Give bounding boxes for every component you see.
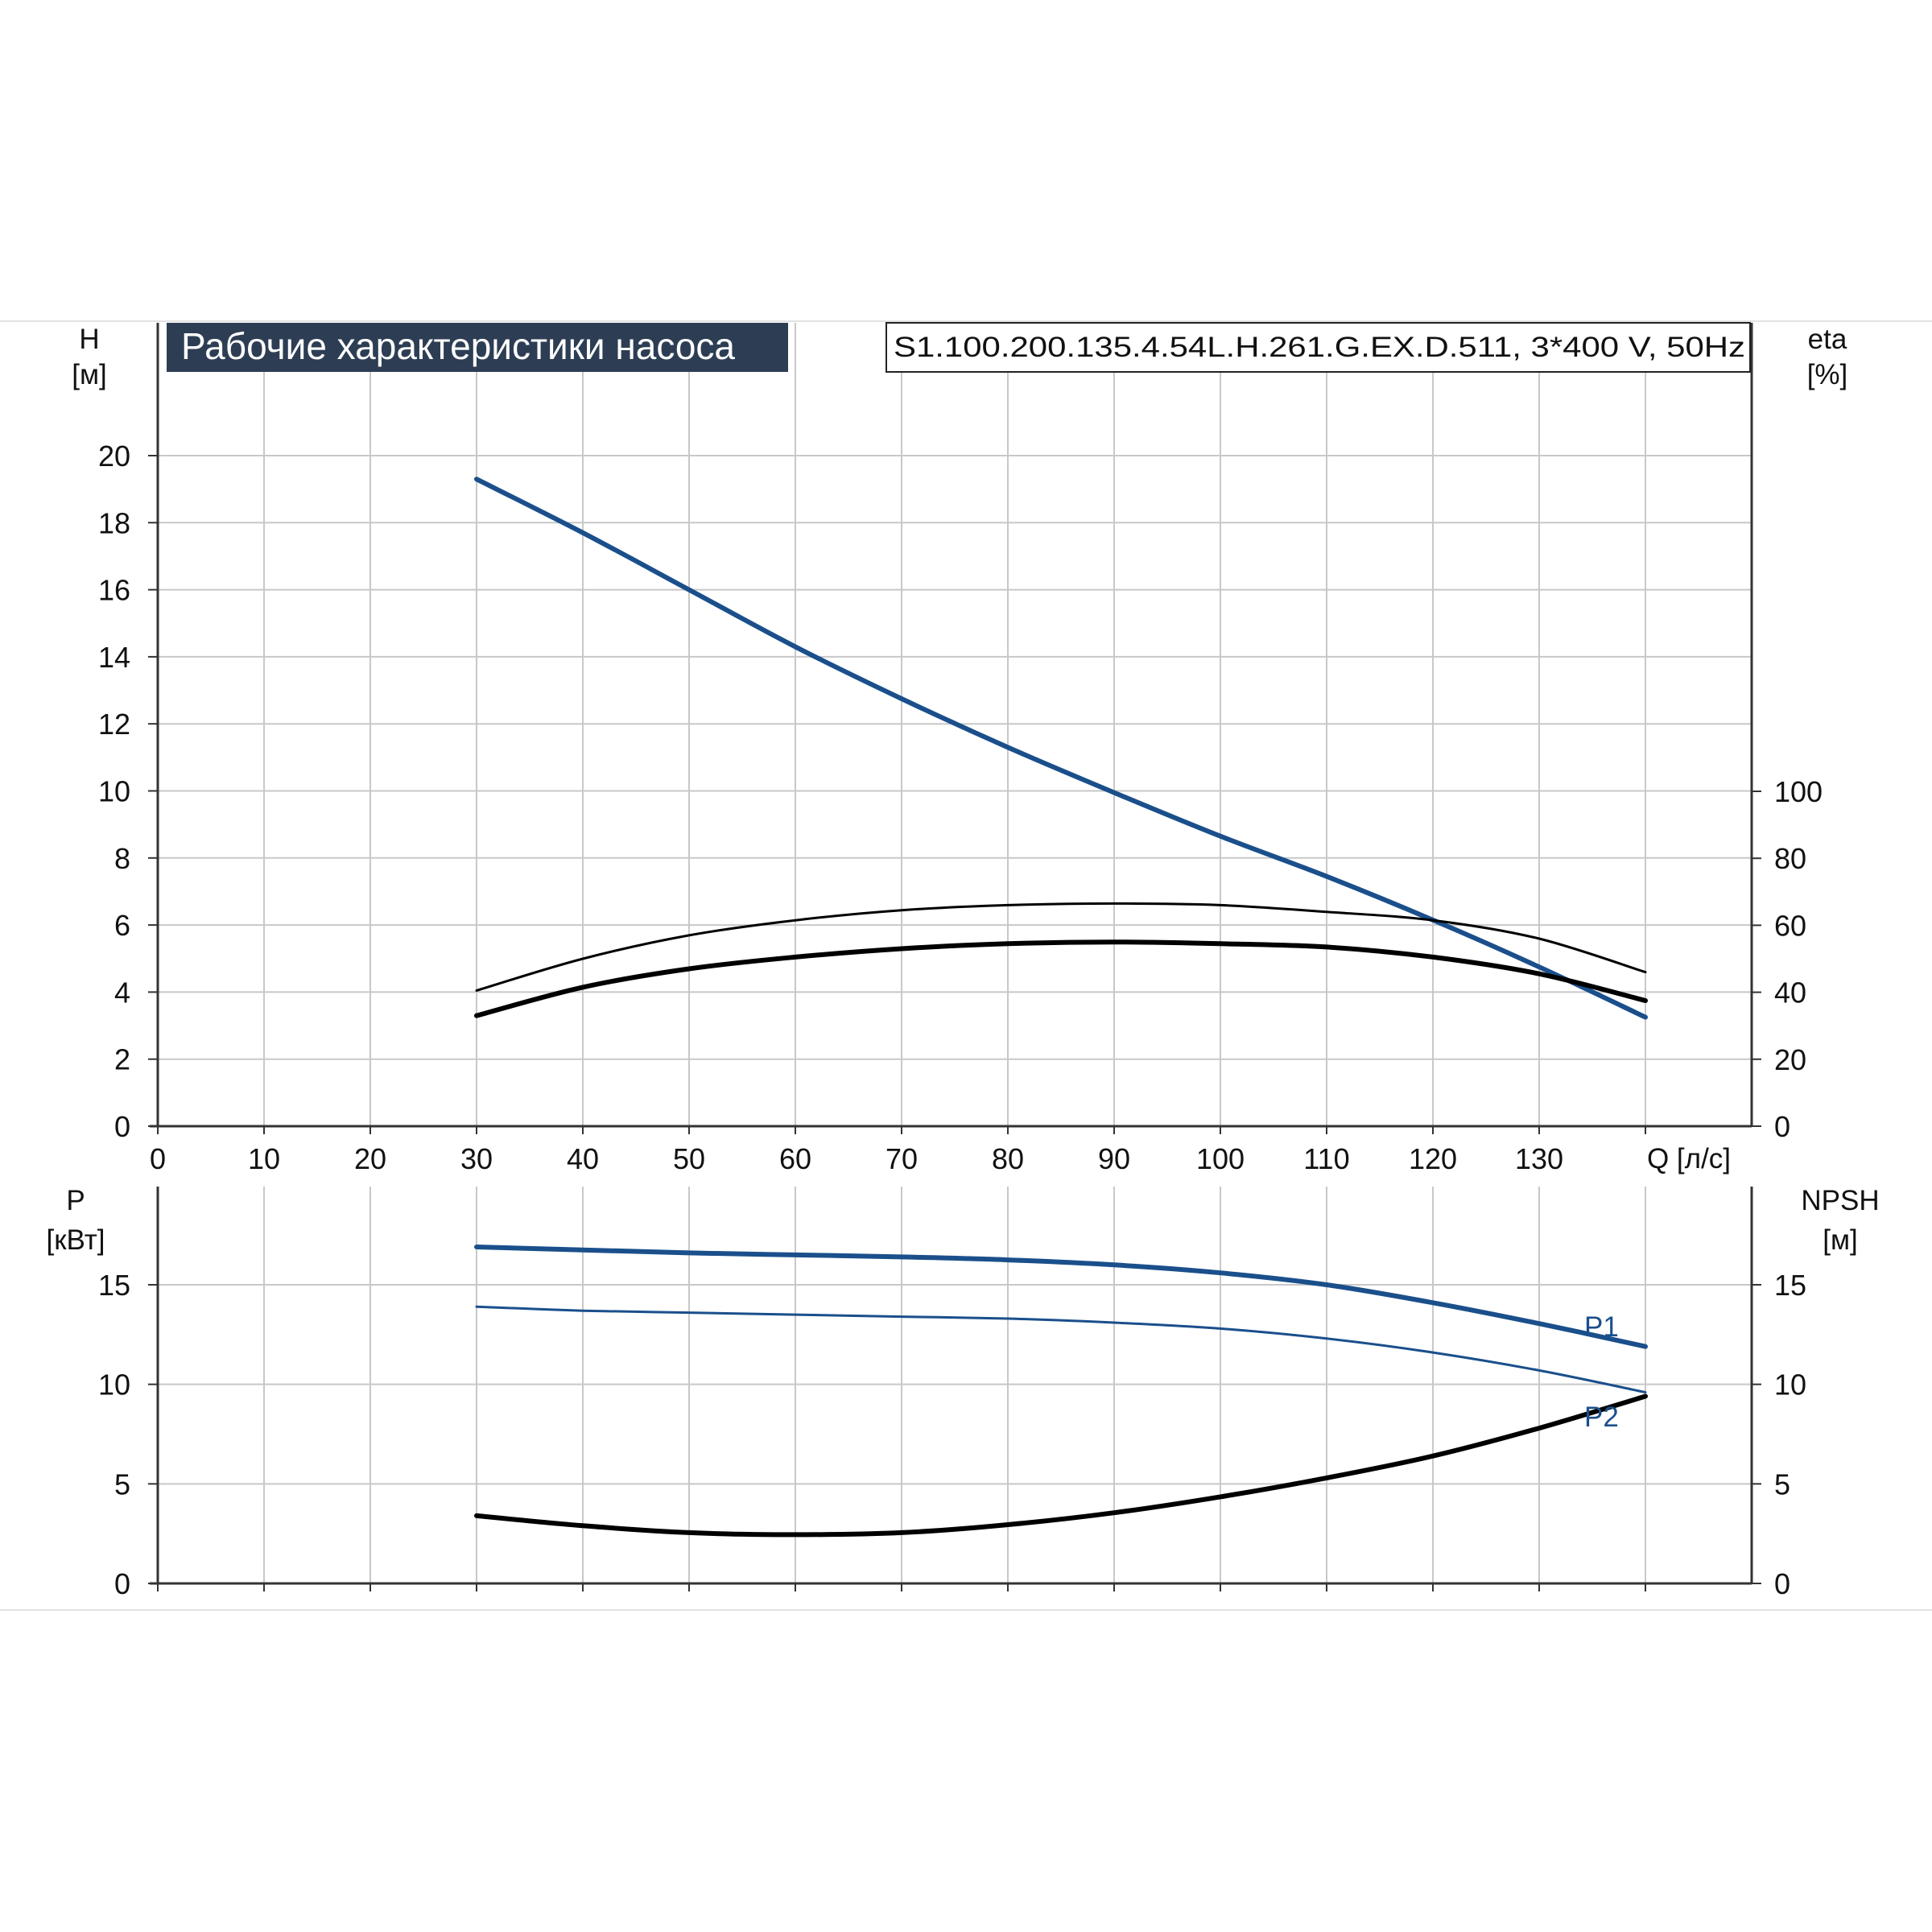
y2-tick-label: 80 [1774,842,1806,875]
x-tick-label: 90 [1098,1142,1130,1175]
x-tick-label: 30 [460,1142,493,1175]
y-tick-label: 6 [114,909,130,942]
y2-axis-title: eta [1808,324,1847,355]
bottom-series-p1-line [474,1245,1648,1349]
x-tick-label: 80 [992,1142,1024,1175]
x-tick-label: 60 [779,1142,811,1175]
top-series-2-line [474,939,1648,1018]
x-tick-label: 130 [1515,1142,1563,1175]
series-label-p2: P2 [1584,1402,1619,1433]
npsh-axis-unit: [м] [1823,1224,1858,1256]
y2-tick-label: 0 [1774,1567,1790,1600]
y2-tick-label: 0 [1774,1110,1790,1143]
data-series [474,477,1648,1538]
y-axis-unit: [м] [72,359,107,390]
x-tick-label: 110 [1303,1142,1349,1175]
x-tick-label: 0 [150,1142,166,1175]
model-label: S1.100.200.135.4.54L.H.261.G.EX.D.511, 3… [894,332,1745,363]
y-tick-label: 14 [98,641,130,674]
grid-lines [158,323,1752,1583]
npsh-axis-title: NPSH [1801,1185,1879,1216]
tick-labels: 0246810121416182002040608010005101505101… [98,440,1823,1600]
y-tick-label: 8 [114,842,130,875]
x-tick-label: 100 [1196,1142,1245,1175]
title-background [167,323,788,372]
y-tick-label: 4 [114,976,130,1009]
y2-axis-unit: [%] [1807,359,1848,390]
bottom-series-2-line [474,1393,1648,1538]
y-tick-label: 5 [114,1468,130,1501]
x-tick-label: 50 [673,1142,705,1175]
y-tick-label: 12 [98,708,130,741]
y2-tick-label: 20 [1774,1043,1806,1076]
y2-tick-label: 10 [1774,1368,1806,1402]
y-axis-title: H [79,324,99,355]
x-tick-label: 40 [567,1142,599,1175]
y-tick-label: 16 [98,574,130,607]
y2-tick-label: 60 [1774,909,1806,942]
y-tick-label: 0 [114,1567,130,1600]
top-series-0-line [474,477,1648,1020]
y-tick-label: 18 [98,506,130,539]
x-axis-title: Q [л/с] [1647,1143,1731,1174]
y-tick-label: 2 [114,1043,130,1076]
x-tick-label: 120 [1409,1142,1457,1175]
y-tick-label: 20 [98,440,130,473]
y-tick-label: 10 [98,775,130,808]
p-axis-unit: [кВт] [47,1224,105,1256]
x-tick-label: 20 [354,1142,386,1175]
series-label-p1: P1 [1584,1311,1619,1343]
y-tick-label: 0 [114,1110,130,1143]
model-label-box [886,322,1751,373]
chart-title: Рабочие характеристики насоса [181,325,735,367]
y2-tick-label: 15 [1774,1269,1806,1302]
p-axis-title: P [66,1185,85,1216]
x-tick-label: 10 [248,1142,280,1175]
axes [148,323,1761,1591]
x-tick-label: 70 [886,1142,918,1175]
top-series-1-line [475,902,1647,992]
y-tick-label: 10 [98,1368,130,1402]
y2-tick-label: 100 [1774,775,1823,808]
y2-tick-label: 5 [1774,1468,1790,1501]
bottom-series-p2-line [475,1305,1647,1394]
y-tick-label: 15 [98,1269,130,1302]
y2-tick-label: 40 [1774,976,1806,1009]
